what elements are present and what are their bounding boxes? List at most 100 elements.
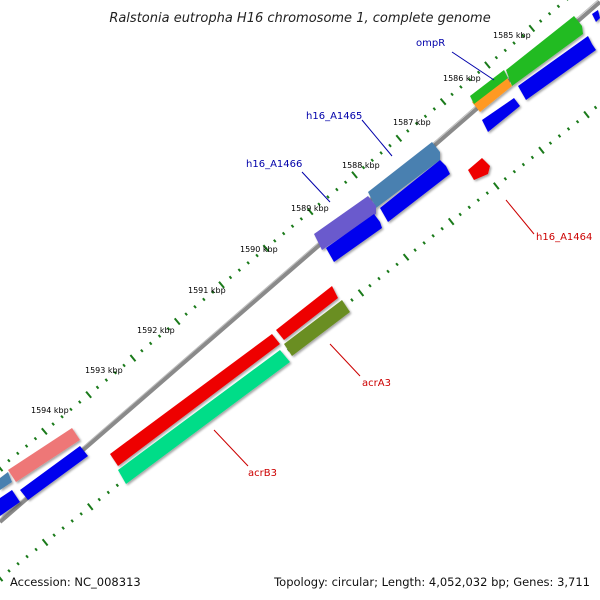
tick-mark [494,55,499,60]
gene-acrB3-spring[interactable] [118,350,290,484]
cds-forward-bottom[interactable] [20,446,88,500]
tick-mark [361,165,366,170]
gene-pink-bar[interactable] [8,428,80,482]
tick-mark [485,191,489,195]
gene-features [0,10,600,516]
cds-forward-h16_A1465[interactable] [380,160,450,222]
tick-label-1591: 1591 kbp [188,286,226,295]
tick-mark [528,24,536,33]
tick-mark [351,171,358,179]
tick-mark [512,41,516,45]
tick-mark [386,269,390,274]
tick-mark [51,422,55,426]
tick-mark [547,11,552,16]
tick-label-1587: 1587 kbp [393,118,431,127]
tick-mark [246,261,250,265]
tick-mark [281,231,286,236]
gene-acrB3-red[interactable] [110,334,280,466]
tick-mark [7,458,11,463]
tick-mark [52,533,56,538]
gene-bar-steel-edge[interactable] [0,472,12,490]
tick-mark [78,400,82,404]
tick-mark [575,119,580,124]
tick-mark [521,162,526,167]
gene-bar-green-small[interactable] [470,70,508,104]
gene-acrA3-olive[interactable] [284,300,350,356]
cds-forward-edge[interactable] [592,10,600,22]
tick-mark [583,110,590,119]
tick-mark [422,241,426,245]
tick-mark [7,569,11,573]
tick-mark [122,363,126,368]
gene-h16_A1465-bar[interactable] [368,142,440,208]
footer-accession: Accession: NC_008313 [10,575,141,589]
label-h16_A1465[interactable]: h16_A1465 [306,111,362,122]
tick-mark [406,129,410,133]
tick-mark [25,554,29,559]
cds-forward-small-top[interactable] [482,98,520,132]
tick-mark [273,239,277,243]
gene-bar-orange[interactable] [472,76,512,112]
tick-mark [140,348,144,353]
cds-forward-h16_A1466[interactable] [326,214,382,262]
tick-mark [459,85,463,89]
tick-mark [202,297,206,302]
tick-mark [104,378,109,382]
tick-label-1592: 1592 kbp [137,326,175,335]
gene-ompR-bar[interactable] [506,16,583,86]
tick-mark [262,244,270,252]
tick-mark [0,576,4,582]
tick-mark [157,334,162,338]
tick-mark [402,253,410,261]
tick-mark [148,341,153,346]
tick-mark [566,127,571,131]
tick-mark [79,512,83,516]
tick-mark [326,195,330,199]
tick-label-1590: 1590 kbp [240,245,278,254]
tick-mark [431,233,435,238]
tick-mark [87,502,94,511]
gene-h16_A1466-bar[interactable] [314,196,376,250]
tick-mark [41,427,48,436]
tick-mark [70,519,74,523]
label-ompR[interactable]: ompR [416,38,445,49]
tick-mark [115,483,119,488]
tick-mark [357,289,365,297]
tick-mark [255,253,259,258]
label-h16_A1466[interactable]: h16_A1466 [246,159,302,170]
tick-mark [476,70,481,75]
tick-mark [343,180,348,185]
tick-mark [16,561,20,566]
tick-mark [335,187,339,192]
tick-label-1588: 1588 kbp [342,161,380,170]
label-acrA3[interactable]: acrA3 [362,378,391,389]
tick-mark [306,207,314,216]
cds-forward-edge-left[interactable] [0,490,20,516]
tick-mark [447,217,455,226]
tick-mark [85,390,92,399]
gene-h16_A1464[interactable] [468,158,490,180]
map-title: Ralstonia eutropha H16 chromosome 1, com… [109,11,490,26]
cds-forward-ompR[interactable] [518,36,596,100]
tick-mark [113,370,117,375]
label-h16_A1464[interactable]: h16_A1464 [536,232,592,243]
tick-mark [350,298,354,302]
tick-mark [166,326,171,331]
tick-mark [439,97,447,106]
tick-mark [95,385,100,390]
tick-mark [476,198,480,202]
tick-mark [0,466,4,472]
tick-mark [41,538,49,547]
tick-mark [440,226,444,231]
tick-mark [129,354,137,362]
gene-acrA3-red[interactable] [276,286,338,340]
label-acrB3[interactable]: acrB3 [248,468,277,479]
tick-mark [290,224,295,229]
tick-mark [538,146,545,155]
tick-mark [556,4,561,9]
tick-mark [493,182,500,190]
tick-mark [388,143,392,148]
tick-mark [458,212,462,217]
tick-mark [69,407,73,412]
